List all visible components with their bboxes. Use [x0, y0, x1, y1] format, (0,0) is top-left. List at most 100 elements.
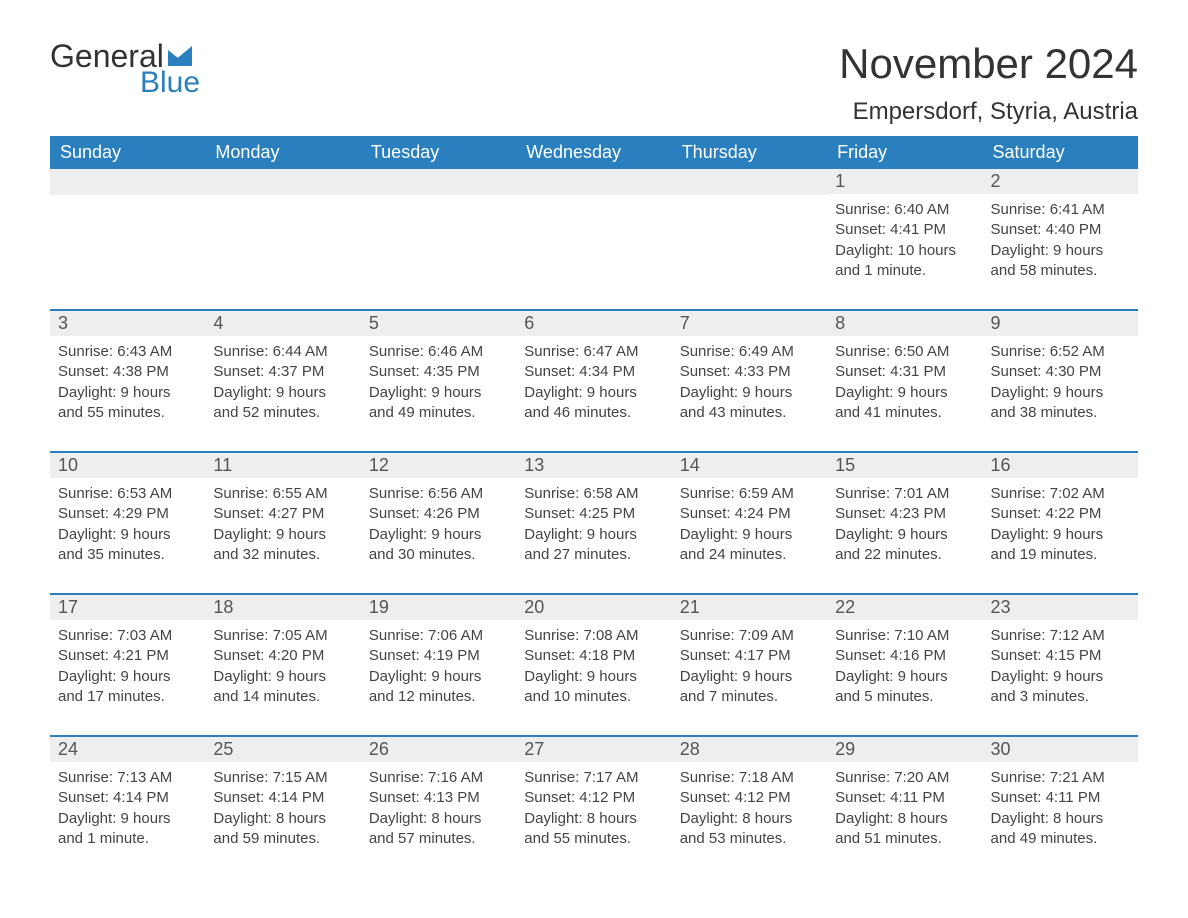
day-number: 30: [983, 737, 1138, 762]
day-number: 14: [672, 453, 827, 478]
calendar-day-cell: 17Sunrise: 7:03 AMSunset: 4:21 PMDayligh…: [50, 594, 205, 736]
calendar-day-cell: 7Sunrise: 6:49 AMSunset: 4:33 PMDaylight…: [672, 310, 827, 452]
weekday-header: Saturday: [983, 136, 1138, 169]
calendar-day-cell: [361, 169, 516, 310]
calendar-day-cell: 4Sunrise: 6:44 AMSunset: 4:37 PMDaylight…: [205, 310, 360, 452]
day-details: Sunrise: 6:47 AMSunset: 4:34 PMDaylight:…: [516, 336, 671, 451]
calendar-day-cell: 22Sunrise: 7:10 AMSunset: 4:16 PMDayligh…: [827, 594, 982, 736]
empty-day-header: [516, 169, 671, 195]
empty-day-body: [516, 195, 671, 295]
day-details: Sunrise: 6:52 AMSunset: 4:30 PMDaylight:…: [983, 336, 1138, 451]
day-details: Sunrise: 7:17 AMSunset: 4:12 PMDaylight:…: [516, 762, 671, 877]
calendar-day-cell: 10Sunrise: 6:53 AMSunset: 4:29 PMDayligh…: [50, 452, 205, 594]
empty-day-header: [50, 169, 205, 195]
day-details: Sunrise: 6:43 AMSunset: 4:38 PMDaylight:…: [50, 336, 205, 451]
calendar-day-cell: 26Sunrise: 7:16 AMSunset: 4:13 PMDayligh…: [361, 736, 516, 877]
calendar-day-cell: 23Sunrise: 7:12 AMSunset: 4:15 PMDayligh…: [983, 594, 1138, 736]
calendar-day-cell: 9Sunrise: 6:52 AMSunset: 4:30 PMDaylight…: [983, 310, 1138, 452]
day-number: 28: [672, 737, 827, 762]
empty-day-header: [361, 169, 516, 195]
calendar-day-cell: 18Sunrise: 7:05 AMSunset: 4:20 PMDayligh…: [205, 594, 360, 736]
day-details: Sunrise: 7:13 AMSunset: 4:14 PMDaylight:…: [50, 762, 205, 877]
day-number: 26: [361, 737, 516, 762]
day-number: 1: [827, 169, 982, 194]
calendar-day-cell: 2Sunrise: 6:41 AMSunset: 4:40 PMDaylight…: [983, 169, 1138, 310]
logo-triangle-icon: [168, 46, 192, 66]
day-details: Sunrise: 7:20 AMSunset: 4:11 PMDaylight:…: [827, 762, 982, 877]
day-details: Sunrise: 7:10 AMSunset: 4:16 PMDaylight:…: [827, 620, 982, 735]
day-details: Sunrise: 6:55 AMSunset: 4:27 PMDaylight:…: [205, 478, 360, 593]
calendar-day-cell: 5Sunrise: 6:46 AMSunset: 4:35 PMDaylight…: [361, 310, 516, 452]
calendar-day-cell: 25Sunrise: 7:15 AMSunset: 4:14 PMDayligh…: [205, 736, 360, 877]
weekday-header: Sunday: [50, 136, 205, 169]
empty-day-body: [672, 195, 827, 295]
day-number: 2: [983, 169, 1138, 194]
empty-day-body: [50, 195, 205, 295]
day-number: 6: [516, 311, 671, 336]
day-details: Sunrise: 6:49 AMSunset: 4:33 PMDaylight:…: [672, 336, 827, 451]
calendar-day-cell: 13Sunrise: 6:58 AMSunset: 4:25 PMDayligh…: [516, 452, 671, 594]
calendar-table: SundayMondayTuesdayWednesdayThursdayFrid…: [50, 136, 1138, 877]
day-number: 22: [827, 595, 982, 620]
day-number: 9: [983, 311, 1138, 336]
calendar-day-cell: 21Sunrise: 7:09 AMSunset: 4:17 PMDayligh…: [672, 594, 827, 736]
location-subtitle: Empersdorf, Styria, Austria: [839, 98, 1138, 126]
day-number: 15: [827, 453, 982, 478]
calendar-day-cell: 8Sunrise: 6:50 AMSunset: 4:31 PMDaylight…: [827, 310, 982, 452]
day-details: Sunrise: 7:21 AMSunset: 4:11 PMDaylight:…: [983, 762, 1138, 877]
day-number: 11: [205, 453, 360, 478]
calendar-day-cell: 6Sunrise: 6:47 AMSunset: 4:34 PMDaylight…: [516, 310, 671, 452]
calendar-day-cell: 12Sunrise: 6:56 AMSunset: 4:26 PMDayligh…: [361, 452, 516, 594]
day-details: Sunrise: 7:09 AMSunset: 4:17 PMDaylight:…: [672, 620, 827, 735]
empty-day-body: [361, 195, 516, 295]
logo-text-blue: Blue: [140, 68, 200, 98]
day-details: Sunrise: 7:01 AMSunset: 4:23 PMDaylight:…: [827, 478, 982, 593]
day-number: 10: [50, 453, 205, 478]
day-number: 8: [827, 311, 982, 336]
calendar-day-cell: 3Sunrise: 6:43 AMSunset: 4:38 PMDaylight…: [50, 310, 205, 452]
day-details: Sunrise: 7:12 AMSunset: 4:15 PMDaylight:…: [983, 620, 1138, 735]
day-details: Sunrise: 7:16 AMSunset: 4:13 PMDaylight:…: [361, 762, 516, 877]
calendar-day-cell: [672, 169, 827, 310]
calendar-day-cell: 24Sunrise: 7:13 AMSunset: 4:14 PMDayligh…: [50, 736, 205, 877]
day-number: 25: [205, 737, 360, 762]
empty-day-header: [672, 169, 827, 195]
day-number: 3: [50, 311, 205, 336]
calendar-week-row: 24Sunrise: 7:13 AMSunset: 4:14 PMDayligh…: [50, 736, 1138, 877]
weekday-header: Tuesday: [361, 136, 516, 169]
day-number: 12: [361, 453, 516, 478]
calendar-week-row: 10Sunrise: 6:53 AMSunset: 4:29 PMDayligh…: [50, 452, 1138, 594]
day-number: 5: [361, 311, 516, 336]
calendar-week-row: 3Sunrise: 6:43 AMSunset: 4:38 PMDaylight…: [50, 310, 1138, 452]
calendar-week-row: 17Sunrise: 7:03 AMSunset: 4:21 PMDayligh…: [50, 594, 1138, 736]
logo: General Blue: [50, 40, 200, 98]
day-details: Sunrise: 7:18 AMSunset: 4:12 PMDaylight:…: [672, 762, 827, 877]
calendar-day-cell: 14Sunrise: 6:59 AMSunset: 4:24 PMDayligh…: [672, 452, 827, 594]
day-number: 24: [50, 737, 205, 762]
day-details: Sunrise: 7:02 AMSunset: 4:22 PMDaylight:…: [983, 478, 1138, 593]
day-number: 20: [516, 595, 671, 620]
calendar-day-cell: 20Sunrise: 7:08 AMSunset: 4:18 PMDayligh…: [516, 594, 671, 736]
day-details: Sunrise: 6:41 AMSunset: 4:40 PMDaylight:…: [983, 194, 1138, 309]
day-number: 18: [205, 595, 360, 620]
day-number: 27: [516, 737, 671, 762]
day-details: Sunrise: 6:53 AMSunset: 4:29 PMDaylight:…: [50, 478, 205, 593]
weekday-header: Wednesday: [516, 136, 671, 169]
calendar-day-cell: [205, 169, 360, 310]
empty-day-header: [205, 169, 360, 195]
day-details: Sunrise: 6:40 AMSunset: 4:41 PMDaylight:…: [827, 194, 982, 309]
calendar-week-row: 1Sunrise: 6:40 AMSunset: 4:41 PMDaylight…: [50, 169, 1138, 310]
page-title: November 2024: [839, 40, 1138, 88]
weekday-header: Thursday: [672, 136, 827, 169]
day-number: 16: [983, 453, 1138, 478]
day-details: Sunrise: 7:05 AMSunset: 4:20 PMDaylight:…: [205, 620, 360, 735]
weekday-header: Friday: [827, 136, 982, 169]
day-details: Sunrise: 6:44 AMSunset: 4:37 PMDaylight:…: [205, 336, 360, 451]
calendar-day-cell: 19Sunrise: 7:06 AMSunset: 4:19 PMDayligh…: [361, 594, 516, 736]
calendar-day-cell: [50, 169, 205, 310]
calendar-day-cell: 30Sunrise: 7:21 AMSunset: 4:11 PMDayligh…: [983, 736, 1138, 877]
day-details: Sunrise: 7:15 AMSunset: 4:14 PMDaylight:…: [205, 762, 360, 877]
calendar-day-cell: 27Sunrise: 7:17 AMSunset: 4:12 PMDayligh…: [516, 736, 671, 877]
day-number: 19: [361, 595, 516, 620]
day-number: 7: [672, 311, 827, 336]
